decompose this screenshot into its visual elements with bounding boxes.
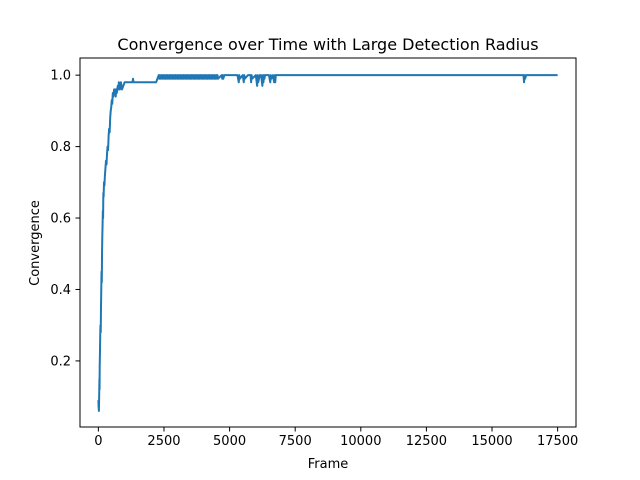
chart-title: Convergence over Time with Large Detecti…	[117, 35, 538, 54]
x-tick-label: 7500	[279, 434, 312, 449]
x-tick-label: 15000	[471, 434, 512, 449]
x-tick-label: 0	[94, 434, 102, 449]
y-tick-label: 0.6	[50, 212, 71, 227]
series-line-0	[97, 74, 558, 412]
y-tick-label: 1.0	[50, 69, 71, 84]
plot-frame	[79, 57, 577, 428]
x-tick-label: 2500	[147, 434, 180, 449]
plot-area	[79, 57, 577, 428]
x-tick-label: 12500	[406, 434, 447, 449]
x-tick-label: 17500	[537, 434, 578, 449]
y-axis-label: Convergence	[28, 200, 43, 286]
x-tick-label: 5000	[213, 434, 246, 449]
y-tick-label: 0.8	[50, 140, 71, 155]
y-tick-label: 0.2	[50, 354, 71, 369]
x-tick-label: 10000	[340, 434, 381, 449]
x-axis-label: Frame	[308, 457, 349, 472]
x-axis-ticks: 0 2500 5000 7500 10000 12500 15000 17500	[94, 427, 578, 449]
y-tick-label: 0.4	[50, 283, 71, 298]
y-axis-ticks: 0.2 0.4 0.6 0.8 1.0	[50, 69, 80, 369]
